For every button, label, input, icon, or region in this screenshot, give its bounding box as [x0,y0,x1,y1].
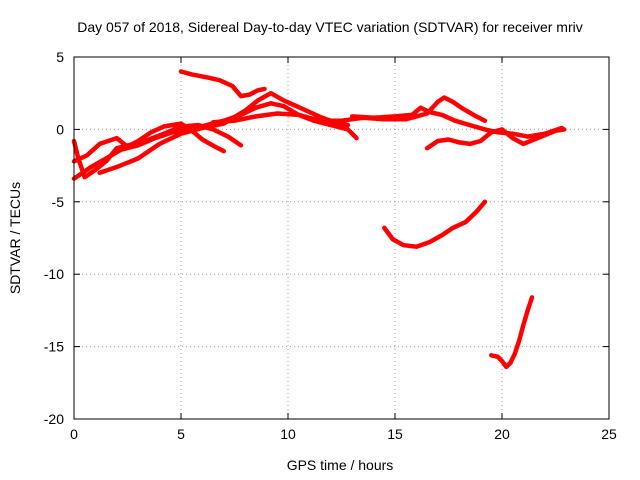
series-arc-5 [178,69,267,99]
data-series-group [71,69,567,370]
series-arc-6 [210,95,488,125]
y-tick-label: 5 [56,49,64,65]
series-arc-1 [71,122,244,180]
series-arc-9 [382,199,488,249]
series-arc-8 [424,127,567,151]
chart-title: Day 057 of 2018, Sidereal Day-to-day VTE… [77,19,582,35]
y-tick-label: -5 [52,194,65,210]
grid-lines [74,57,609,419]
x-tick-label: 0 [70,426,78,442]
x-axis-label: GPS time / hours [287,457,394,473]
x-tick-label: 5 [177,426,185,442]
series-arc-10 [489,295,535,370]
x-tick-label: 25 [601,426,617,442]
x-tick-label: 15 [387,426,403,442]
axis-ticks [73,56,610,420]
plot-frame [73,56,610,420]
y-tick-label: -10 [44,266,64,282]
tick-labels: 0 5 10 15 20 25 5 0 -5 -10 -15 -20 [44,49,617,442]
y-axis-label: SDTVAR / TECUs [7,182,23,294]
y-tick-label: 0 [56,121,64,137]
y-tick-label: -20 [44,411,64,427]
series-arc-4 [97,90,351,176]
x-tick-label: 10 [280,426,296,442]
y-tick-label: -15 [44,339,64,355]
series-arc-2 [71,121,227,164]
series-arc-7 [349,105,565,139]
x-tick-label: 20 [494,426,510,442]
